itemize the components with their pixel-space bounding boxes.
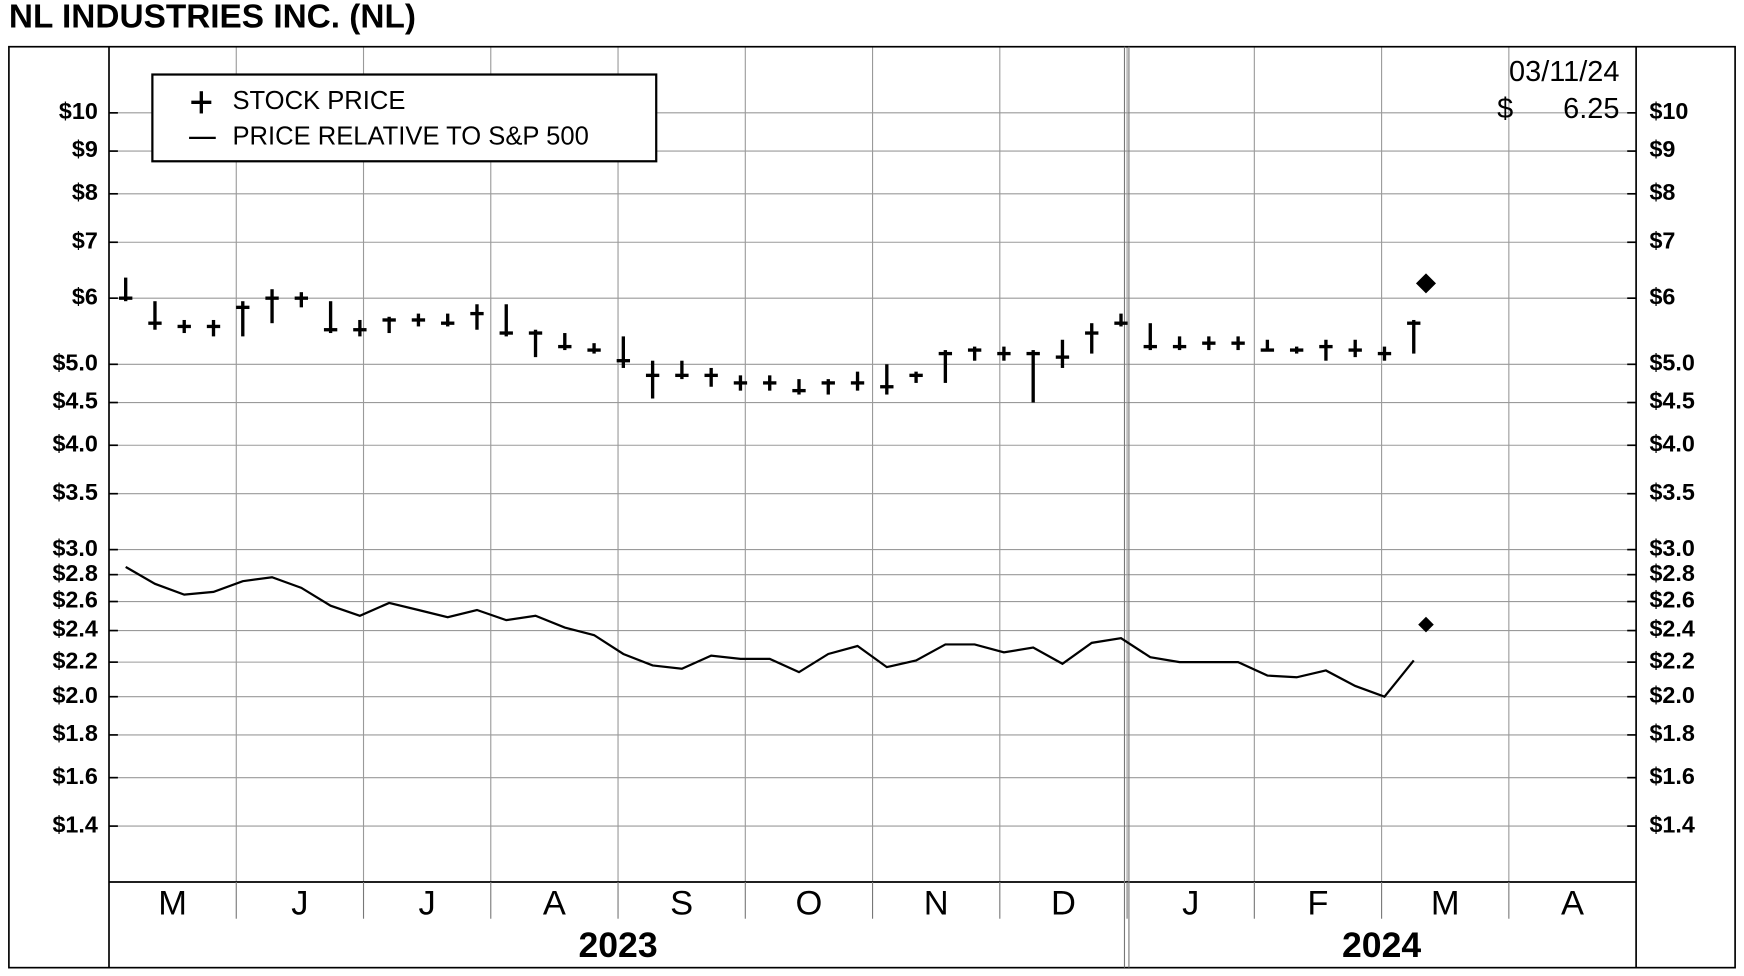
y-tick-label: $1.8	[1649, 720, 1694, 746]
y-tick-label: $1.6	[52, 763, 97, 789]
y-tick-label: $9	[72, 136, 98, 162]
chart-title: NL INDUSTRIES INC. (NL)	[9, 0, 416, 36]
last-date: 03/11/24	[1509, 56, 1619, 88]
y-tick-label: $6	[72, 283, 98, 309]
legend-label: PRICE RELATIVE TO S&P 500	[232, 123, 588, 151]
y-tick-label: $3.0	[1649, 535, 1694, 561]
relative-line	[125, 565, 1415, 699]
y-tick-label: $2.2	[1649, 647, 1694, 673]
y-tick-label: $2.0	[1649, 682, 1694, 708]
last-marker	[1418, 616, 1434, 633]
y-tick-label: $10	[1649, 98, 1688, 124]
y-tick-label: $9	[1649, 136, 1675, 162]
x-tick-label: M	[1431, 884, 1460, 922]
y-tick-label: $1.4	[52, 811, 97, 837]
y-tick-label: $3.5	[52, 479, 97, 505]
x-tick-label: A	[1561, 884, 1584, 922]
y-tick-label: $2.4	[1649, 616, 1694, 642]
y-tick-label: $7	[72, 227, 98, 253]
x-tick-label: J	[419, 884, 436, 922]
year-label: 2023	[578, 925, 657, 965]
y-tick-label: $3.5	[1649, 479, 1694, 505]
y-tick-label: $8	[1649, 179, 1675, 205]
x-tick-label: D	[1051, 884, 1076, 922]
x-tick-label: N	[924, 884, 949, 922]
y-tick-label: $10	[59, 98, 98, 124]
x-tick-label: J	[291, 884, 308, 922]
y-tick-label: $2.0	[52, 682, 97, 708]
y-tick-label: $1.8	[52, 720, 97, 746]
y-tick-label: $2.6	[52, 587, 97, 613]
y-tick-label: $2.4	[52, 616, 97, 642]
y-tick-label: $4.5	[1649, 388, 1694, 414]
last-price: 6.25	[1563, 93, 1619, 125]
x-tick-label: J	[1182, 884, 1199, 922]
x-tick-label: M	[158, 884, 187, 922]
year-label: 2024	[1342, 925, 1421, 965]
last-price-currency: $	[1497, 93, 1513, 125]
y-tick-label: $6	[1649, 283, 1675, 309]
y-tick-label: $2.8	[1649, 560, 1694, 586]
x-tick-label: S	[670, 884, 693, 922]
y-tick-label: $5.0	[1649, 349, 1694, 375]
y-tick-label: $2.8	[52, 560, 97, 586]
x-tick-label: F	[1307, 884, 1328, 922]
outer-frame	[8, 45, 1736, 969]
y-tick-label: $1.6	[1649, 763, 1694, 789]
y-tick-label: $4.5	[52, 388, 97, 414]
y-tick-label: $5.0	[52, 349, 97, 375]
y-tick-label: $7	[1649, 227, 1675, 253]
x-tick-label: A	[543, 884, 566, 922]
last-marker	[1415, 273, 1436, 294]
legend-box	[151, 73, 658, 163]
y-tick-label: $2.6	[1649, 587, 1694, 613]
y-tick-label: $1.4	[1649, 811, 1694, 837]
y-tick-label: $2.2	[52, 647, 97, 673]
legend-label: STOCK PRICE	[232, 87, 405, 115]
grid	[109, 46, 1637, 883]
y-tick-label: $4.0	[1649, 430, 1694, 456]
y-tick-label: $4.0	[52, 430, 97, 456]
x-tick-label: O	[796, 884, 823, 922]
y-tick-label: $3.0	[52, 535, 97, 561]
y-tick-label: $8	[72, 179, 98, 205]
